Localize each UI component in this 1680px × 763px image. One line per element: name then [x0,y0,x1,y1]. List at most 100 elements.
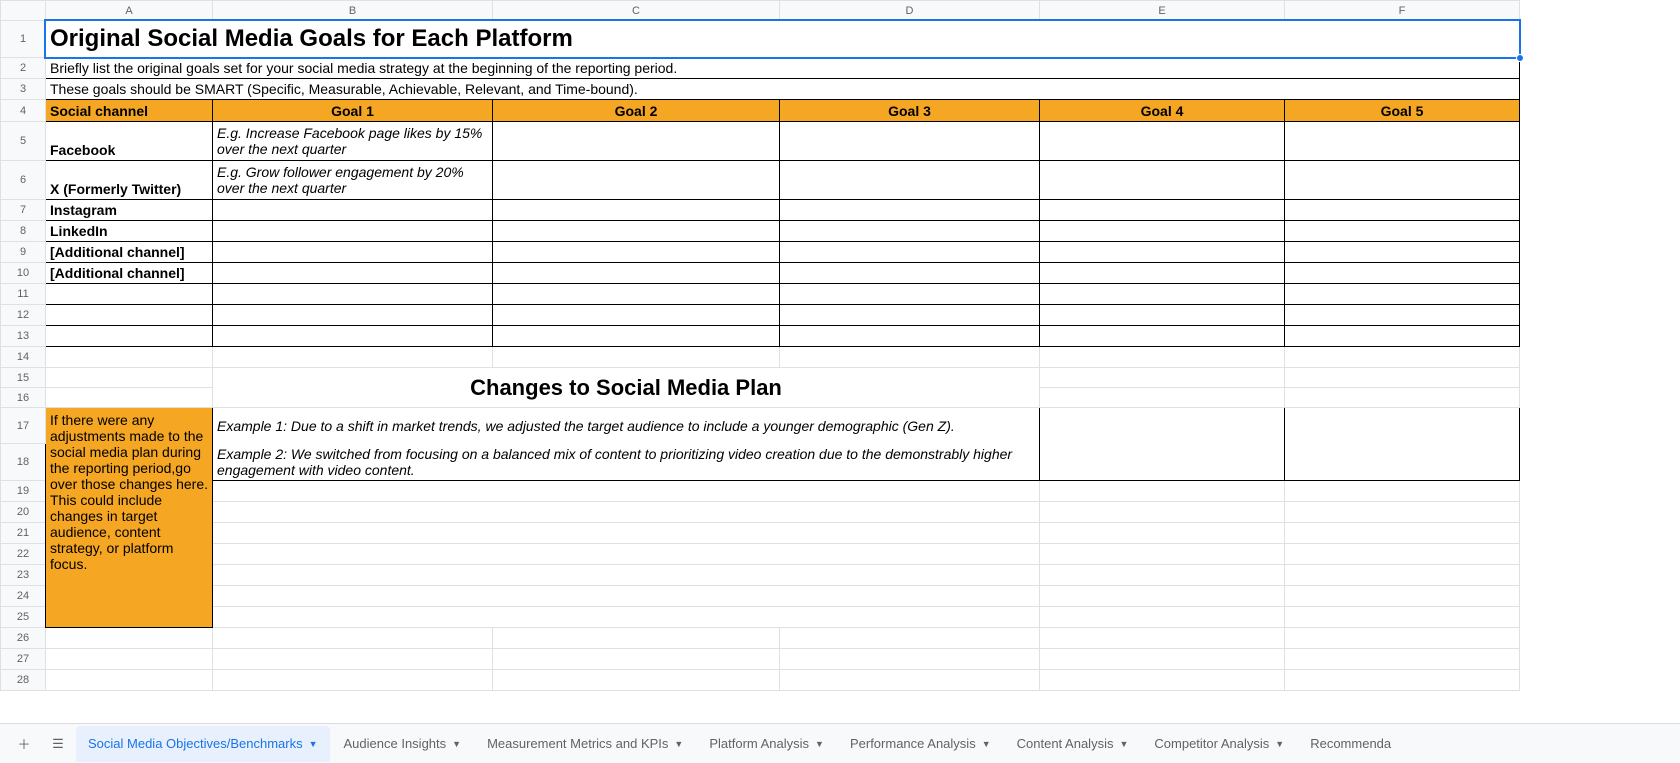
cell-E26[interactable] [1040,627,1285,648]
tab-audience[interactable]: Audience Insights▼ [332,726,474,762]
cell-E7[interactable] [1040,200,1285,221]
cell-A9[interactable]: [Additional channel] [46,242,213,263]
cell-F6[interactable] [1285,161,1520,200]
cell-A26[interactable] [46,627,213,648]
cell-D28[interactable] [780,669,1040,690]
cell-E4[interactable]: Goal 4 [1040,100,1285,122]
all-sheets-button[interactable]: ☰ [42,728,74,760]
row-header-25[interactable]: 25 [1,606,46,627]
cell-B23[interactable] [213,564,1040,585]
cell-A1-title[interactable]: Original Social Media Goals for Each Pla… [46,21,1520,58]
cell-F21[interactable] [1285,522,1520,543]
cell-D14[interactable] [780,347,1040,368]
cell-A5[interactable]: Facebook [46,122,213,161]
cell-C8[interactable] [493,221,780,242]
cell-B5[interactable]: E.g. Increase Facebook page likes by 15%… [213,122,493,161]
cell-F11[interactable] [1285,284,1520,305]
col-header-F[interactable]: F [1285,1,1520,21]
tab-performance[interactable]: Performance Analysis▼ [838,726,1003,762]
cell-E25[interactable] [1040,606,1285,627]
cell-B17-example1[interactable]: Example 1: Due to a shift in market tren… [213,408,1040,444]
cell-B22[interactable] [213,543,1040,564]
cell-F9[interactable] [1285,242,1520,263]
cell-F5[interactable] [1285,122,1520,161]
cell-C14[interactable] [493,347,780,368]
cell-A2[interactable]: Briefly list the original goals set for … [46,58,1520,79]
cell-B20[interactable] [213,501,1040,522]
cell-A14[interactable] [46,347,213,368]
cell-F23[interactable] [1285,564,1520,585]
row-header-17[interactable]: 17 [1,408,46,444]
cell-C4[interactable]: Goal 2 [493,100,780,122]
row-header-14[interactable]: 14 [1,347,46,368]
cell-F14[interactable] [1285,347,1520,368]
add-sheet-button[interactable]: ＋ [8,728,40,760]
cell-F12[interactable] [1285,305,1520,326]
row-header-18[interactable]: 18 [1,444,46,481]
cell-B11[interactable] [213,284,493,305]
row-header-27[interactable]: 27 [1,648,46,669]
row-header-10[interactable]: 10 [1,263,46,284]
cell-E11[interactable] [1040,284,1285,305]
cell-C10[interactable] [493,263,780,284]
row-header-6[interactable]: 6 [1,161,46,200]
row-header-4[interactable]: 4 [1,100,46,122]
cell-F10[interactable] [1285,263,1520,284]
row-header-15[interactable]: 15 [1,368,46,388]
cell-C6[interactable] [493,161,780,200]
cell-B7[interactable] [213,200,493,221]
row-header-8[interactable]: 8 [1,221,46,242]
cell-F26[interactable] [1285,627,1520,648]
cell-D13[interactable] [780,326,1040,347]
cell-D9[interactable] [780,242,1040,263]
cell-C5[interactable] [493,122,780,161]
row-header-26[interactable]: 26 [1,627,46,648]
row-header-1[interactable]: 1 [1,21,46,58]
row-header-3[interactable]: 3 [1,79,46,100]
tab-competitor[interactable]: Competitor Analysis▼ [1142,726,1296,762]
cell-D10[interactable] [780,263,1040,284]
cell-E21[interactable] [1040,522,1285,543]
col-header-C[interactable]: C [493,1,780,21]
cell-A17-note[interactable]: If there were any adjustments made to th… [46,408,213,628]
cell-A15[interactable] [46,368,213,388]
cell-C13[interactable] [493,326,780,347]
tab-objectives[interactable]: Social Media Objectives/Benchmarks▼ [76,726,330,762]
row-header-7[interactable]: 7 [1,200,46,221]
cell-B21[interactable] [213,522,1040,543]
cell-D5[interactable] [780,122,1040,161]
cell-D6[interactable] [780,161,1040,200]
cell-C12[interactable] [493,305,780,326]
row-header-28[interactable]: 28 [1,669,46,690]
cell-E12[interactable] [1040,305,1285,326]
tab-platform[interactable]: Platform Analysis▼ [697,726,836,762]
cell-E19[interactable] [1040,480,1285,501]
cell-F13[interactable] [1285,326,1520,347]
cell-A16[interactable] [46,388,213,408]
cell-C11[interactable] [493,284,780,305]
cell-A8[interactable]: LinkedIn [46,221,213,242]
cell-F7[interactable] [1285,200,1520,221]
cell-C26[interactable] [493,627,780,648]
cell-F19[interactable] [1285,480,1520,501]
row-header-13[interactable]: 13 [1,326,46,347]
row-header-12[interactable]: 12 [1,305,46,326]
cell-E6[interactable] [1040,161,1285,200]
cell-E23[interactable] [1040,564,1285,585]
cell-B6[interactable]: E.g. Grow follower engagement by 20% ove… [213,161,493,200]
cell-E15[interactable] [1040,368,1285,388]
cell-E9[interactable] [1040,242,1285,263]
row-header-24[interactable]: 24 [1,585,46,606]
cell-F27[interactable] [1285,648,1520,669]
row-header-22[interactable]: 22 [1,543,46,564]
row-header-11[interactable]: 11 [1,284,46,305]
cell-E27[interactable] [1040,648,1285,669]
tab-content[interactable]: Content Analysis▼ [1005,726,1141,762]
cell-D12[interactable] [780,305,1040,326]
cell-E10[interactable] [1040,263,1285,284]
col-header-E[interactable]: E [1040,1,1285,21]
cell-E22[interactable] [1040,543,1285,564]
cell-B15-subtitle[interactable]: Changes to Social Media Plan [213,368,1040,408]
cell-E16[interactable] [1040,388,1285,408]
cell-C28[interactable] [493,669,780,690]
